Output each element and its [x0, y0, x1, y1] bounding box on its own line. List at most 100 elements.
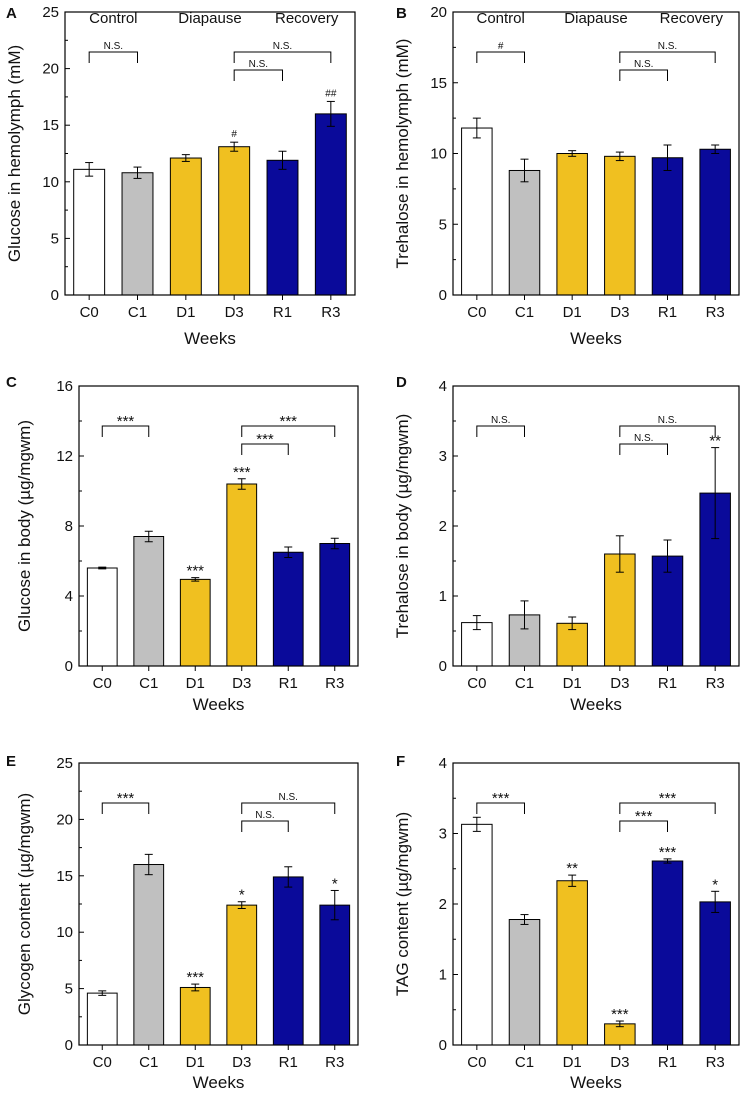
significance-label: ** [709, 433, 721, 450]
x-axis-title: Weeks [193, 695, 245, 714]
bar-c0 [86, 567, 118, 667]
y-tick-label: 0 [51, 287, 59, 304]
x-axis-title: Weeks [184, 329, 236, 348]
significance-label: *** [659, 844, 677, 861]
panel-letter: D [396, 374, 407, 391]
bracket-label: *** [492, 790, 510, 807]
x-tick-label: C1 [139, 675, 158, 692]
x-tick-label: C1 [515, 675, 534, 692]
panel-letter: B [396, 5, 407, 22]
y-tick-label: 0 [65, 658, 73, 675]
x-tick-label: R3 [325, 675, 344, 692]
bracket-label: *** [117, 413, 135, 430]
x-tick-label: D3 [232, 1054, 251, 1071]
bar-d1 [556, 622, 588, 667]
bracket-label: N.S. [279, 792, 298, 803]
x-tick-label: D3 [225, 304, 244, 321]
bar-c0 [86, 992, 118, 1046]
y-tick-label: 3 [439, 826, 447, 843]
significance-bracket [101, 802, 150, 814]
y-axis-title: Trehalose in hemolymph (mM) [393, 39, 412, 269]
significance-label: * [239, 887, 245, 904]
y-tick-label: 15 [430, 75, 447, 92]
x-tick-label: R1 [658, 304, 677, 321]
y-tick-label: 20 [56, 811, 73, 828]
bar-d1 [179, 986, 211, 1046]
bracket-label: N.S. [255, 810, 274, 821]
y-tick-label: 0 [439, 658, 447, 675]
bracket-label: N.S. [249, 59, 268, 70]
x-tick-label: C1 [139, 1054, 158, 1071]
bar-d1 [556, 880, 588, 1046]
panel-letter: A [6, 5, 17, 22]
bracket-label: *** [256, 431, 274, 448]
y-tick-label: 0 [439, 287, 447, 304]
y-tick-label: 3 [439, 448, 447, 465]
panel-letter: C [6, 374, 17, 391]
y-tick-label: 4 [439, 378, 447, 395]
group-label: Diapause [178, 10, 241, 27]
x-tick-label: D1 [186, 675, 205, 692]
x-tick-label: R3 [321, 304, 340, 321]
y-tick-label: 8 [65, 518, 73, 535]
x-axis-title: Weeks [570, 329, 622, 348]
bar-c0 [461, 127, 493, 296]
y-tick-label: 10 [56, 924, 73, 941]
significance-bracket [619, 802, 716, 814]
x-axis-title: Weeks [570, 695, 622, 714]
bar-r1 [651, 157, 684, 296]
bar-d1 [179, 578, 211, 667]
y-tick-label: 4 [65, 588, 73, 605]
y-tick-label: 25 [56, 755, 73, 772]
y-tick-label: 2 [439, 518, 447, 535]
x-tick-label: R3 [706, 675, 725, 692]
significance-label: *** [186, 563, 204, 580]
y-tick-label: 0 [65, 1037, 73, 1054]
x-tick-label: R1 [658, 675, 677, 692]
x-tick-label: D3 [610, 1054, 629, 1071]
x-tick-label: C0 [93, 1054, 112, 1071]
bracket-label: # [498, 41, 504, 52]
bracket-label: N.S. [634, 59, 653, 70]
x-tick-label: C0 [93, 675, 112, 692]
bar-d3 [226, 483, 258, 667]
y-tick-label: 20 [430, 4, 447, 21]
y-axis-title: Glycogen content (µg/mgwm) [15, 793, 34, 1015]
bar-c1 [133, 536, 165, 667]
y-tick-label: 1 [439, 588, 447, 605]
group-label: Recovery [660, 10, 724, 27]
bar-d3 [604, 155, 636, 296]
x-tick-label: D3 [610, 675, 629, 692]
axes-frame [452, 385, 740, 667]
x-axis-title: Weeks [570, 1073, 622, 1092]
y-tick-label: 25 [42, 4, 59, 21]
x-tick-label: D1 [563, 675, 582, 692]
panel-letter: E [6, 753, 16, 770]
y-tick-label: 10 [430, 146, 447, 163]
x-tick-label: D3 [232, 675, 251, 692]
bar-c1 [121, 172, 154, 296]
significance-bracket [241, 820, 289, 832]
x-tick-label: C0 [467, 675, 486, 692]
group-label: Control [89, 10, 137, 27]
y-tick-label: 16 [56, 378, 73, 395]
significance-label: *** [611, 1006, 629, 1023]
bar-r3 [319, 904, 351, 1046]
bar-r3 [319, 543, 351, 667]
panel-letter: F [396, 753, 405, 770]
y-tick-label: 5 [51, 230, 59, 247]
bar-c1 [133, 864, 165, 1046]
chart-panel-b: B Control Diapause Recovery # N.S. N.S. 0 5 10 15 2… [393, 4, 740, 348]
significance-bracket [619, 820, 668, 832]
bar-d1 [169, 157, 202, 296]
significance-bracket [88, 51, 138, 63]
bar-c1 [508, 169, 541, 296]
group-label: Control [476, 10, 524, 27]
significance-bracket [619, 443, 668, 455]
bracket-label: N.S. [658, 415, 677, 426]
x-tick-label: R3 [325, 1054, 344, 1071]
significance-bracket [476, 425, 525, 437]
